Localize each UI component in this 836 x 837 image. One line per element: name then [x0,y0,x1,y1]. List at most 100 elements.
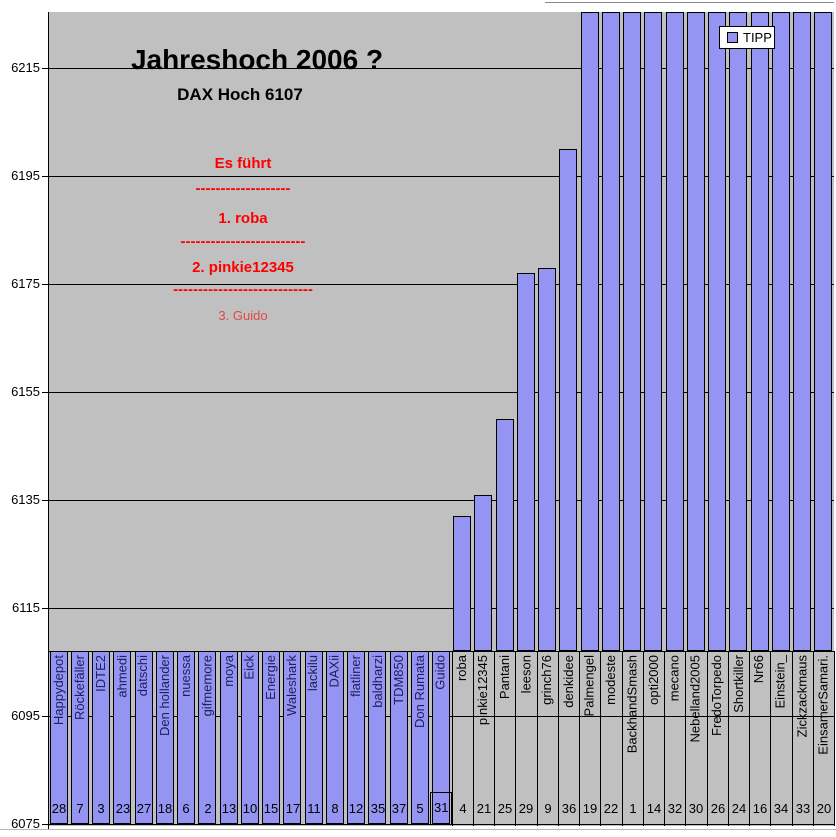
category-label-denkidee: denkidee [560,655,576,708]
y-ticklabel-6155: 6155 [11,384,40,399]
category-label-lackilu: lackilu [305,655,321,692]
bar-waleshark [283,651,301,824]
bar-number-grinch76: 9 [544,801,552,816]
category-label-moya: moya [220,655,236,687]
category-label-nebelland2005: Nebelland2005 [687,655,703,743]
bar-number-fredotorpedo: 26 [710,801,726,816]
bar-number-ahmedi: 23 [115,801,131,816]
category-label-fredotorpedo: FredoTorpedo [709,655,725,736]
category-label-opti2000: opti2000 [645,655,661,705]
category-label-pantani: Pantani [496,655,512,700]
bar-number-backhandsmash: 1 [629,801,637,816]
y-ticklabel-6095: 6095 [11,708,40,723]
category-label-palmengel: Palmengel [581,655,597,717]
legend: TIPP [719,26,775,49]
gridline-6155 [48,392,834,393]
bar-pantani [496,419,514,651]
bar-number-guido: 31 [430,792,453,825]
bar-number-happydepot: 28 [51,801,67,816]
category-label-happydepot: Happydepot [50,655,66,726]
bar-number-denkidee: 36 [561,801,577,816]
category-separator [728,651,729,826]
category-label-don-rumata: Don Rumata [411,655,427,728]
y-ticklabel-6195: 6195 [11,168,40,183]
bar-number-moya: 13 [221,801,237,816]
annotation-rank-3: 3. Guido [218,308,268,323]
category-label-datschi: datschi [135,655,151,697]
category-label-modeste: modeste [602,655,618,705]
top-edge-line [545,2,834,3]
bar-nebelland2005 [687,12,705,651]
category-label-tdm850: TDM850 [390,655,406,705]
bar-number-pantani: 25 [497,801,513,816]
bar-number-nuessa: 6 [182,801,190,816]
bar-gifmemore [198,651,216,824]
category-label-den-hollander: Den hollander [156,655,172,736]
category-label-mecano: mecano [666,655,682,702]
bar-datschi [135,651,153,824]
bar-number-den-hollander: 18 [157,801,173,816]
bar-energie [262,651,280,824]
category-label-zickzackmaus: Zickzackmaus [794,655,810,738]
y-ticklabel-6135: 6135 [11,492,40,507]
category-label-r-ckef-ller: Röckefäller [71,655,87,721]
y-tickmark-6215 [42,68,48,69]
category-label-waleshark: Waleshark [284,655,300,716]
category-label-eick: Eick [241,655,257,680]
bar-number-eick: 10 [242,801,258,816]
category-label-einstein: Einstein_ [772,655,788,709]
category-separator [834,651,835,826]
bar-number-datschi: 27 [136,801,152,816]
bar-number-zickzackmaus: 33 [795,801,811,816]
bar-flatliner [347,651,365,824]
bar-einstein [772,12,790,651]
bar-number-shortkiller: 24 [731,801,747,816]
category-separator [558,651,559,826]
bar-r-ckef-ller [71,651,89,824]
y-ticklabel-6115: 6115 [12,600,40,615]
annotation-heading: Es führt [214,155,272,172]
category-label-pinkie12345: pinkie12345 [475,655,491,726]
bar-backhandsmash [623,12,641,651]
bar-number-palmengel: 19 [582,801,598,816]
bar-number-einsamersamari: 20 [816,801,832,816]
category-separator [600,651,601,826]
category-separator [813,651,814,826]
annotation-rank-2: 2. pinkie12345 [192,259,294,276]
chart-subtitle: DAX Hoch 6107 [177,85,303,104]
y-axis-line [48,12,49,829]
category-separator [452,651,453,826]
bar-number-r-ckef-ller: 7 [76,801,84,816]
category-separator [515,651,516,826]
bar-number-don-rumata: 5 [416,801,424,816]
bar-number-nr66: 16 [752,801,768,816]
bar-don-rumata [411,651,429,824]
gridline-6135 [48,500,834,501]
y-ticklabel-6175: 6175 [11,276,40,291]
y-tickmark-6075 [42,824,48,825]
bar-lackilu [305,651,323,824]
y-tickmark-6175 [42,284,48,285]
category-label-nr66: Nr66 [751,655,767,684]
bar-daxii [326,651,344,824]
y-tickmark-6155 [42,392,48,393]
bar-happydepot [50,651,68,824]
category-separator [494,651,495,826]
bar-grinch76 [538,268,556,651]
bar-number-waleshark: 17 [285,801,301,816]
bar-number-daxii: 8 [331,801,339,816]
category-separator [770,651,771,826]
bar-number-nebelland2005: 30 [688,801,704,816]
bar-idte2 [92,651,110,824]
bar-nuessa [177,651,195,824]
bar-number-energie: 15 [263,801,279,816]
category-separator [473,651,474,826]
category-label-gifmemore: gifmemore [199,655,215,717]
bar-fredotorpedo [708,12,726,651]
bar-einsamersamari [814,12,832,651]
category-separator [579,651,580,826]
bar-roba [453,516,471,651]
bar-number-modeste: 22 [603,801,619,816]
